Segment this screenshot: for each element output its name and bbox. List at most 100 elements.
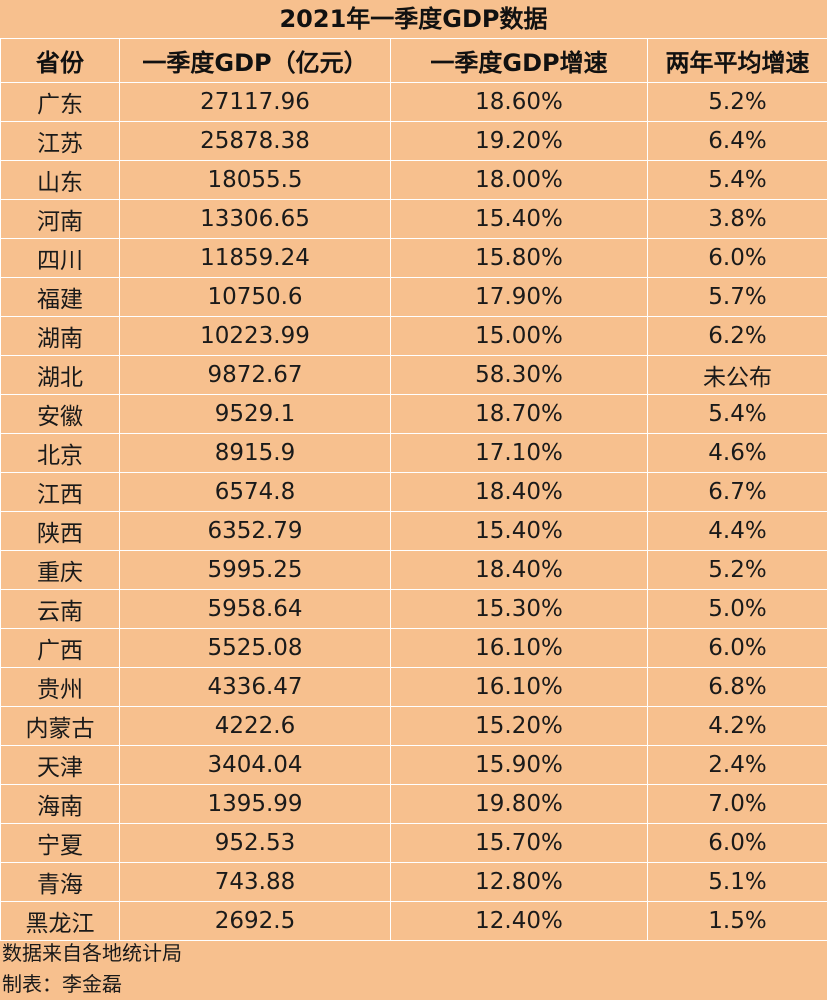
two-year-growth-cell: 1.5% xyxy=(647,901,827,941)
gdp-cell: 10750.6 xyxy=(119,277,391,317)
growth-cell: 58.30% xyxy=(390,355,648,395)
gdp-cell: 11859.24 xyxy=(119,238,391,278)
gdp-cell: 9529.1 xyxy=(119,394,391,434)
table-row: 天津 3404.04 15.90% 2.4% xyxy=(0,745,827,785)
table-row: 广东 27117.96 18.60% 5.2% xyxy=(0,82,827,122)
two-year-growth-cell: 5.2% xyxy=(647,82,827,122)
column-header-growth: 一季度GDP增速 xyxy=(390,38,648,83)
author-note: 制表：李金磊 xyxy=(2,972,122,996)
table-row: 湖北 9872.67 58.30% 未公布 xyxy=(0,355,827,395)
growth-cell: 15.40% xyxy=(390,511,648,551)
province-cell: 重庆 xyxy=(0,550,120,590)
table-row: 江西 6574.8 18.40% 6.7% xyxy=(0,472,827,512)
header-row: 省份 一季度GDP（亿元） 一季度GDP增速 两年平均增速 xyxy=(0,38,827,83)
table-row: 青海 743.88 12.80% 5.1% xyxy=(0,862,827,902)
gdp-cell: 952.53 xyxy=(119,823,391,863)
table-title: 2021年一季度GDP数据 xyxy=(279,5,548,33)
growth-cell: 15.80% xyxy=(390,238,648,278)
gdp-cell: 5958.64 xyxy=(119,589,391,629)
province-cell: 广西 xyxy=(0,628,120,668)
two-year-growth-cell: 6.7% xyxy=(647,472,827,512)
growth-cell: 15.90% xyxy=(390,745,648,785)
two-year-growth-cell: 6.0% xyxy=(647,823,827,863)
growth-cell: 18.70% xyxy=(390,394,648,434)
two-year-growth-cell: 3.8% xyxy=(647,199,827,239)
table-row: 宁夏 952.53 15.70% 6.0% xyxy=(0,823,827,863)
table-row: 安徽 9529.1 18.70% 5.4% xyxy=(0,394,827,434)
table-row: 内蒙古 4222.6 15.20% 4.2% xyxy=(0,706,827,746)
table-body: 广东 27117.96 18.60% 5.2% 江苏 25878.38 19.20% 6.4%… xyxy=(0,82,827,941)
table-row: 云南 5958.64 15.30% 5.0% xyxy=(0,589,827,629)
source-note: 数据来自各地统计局 xyxy=(2,941,182,965)
gdp-cell: 6574.8 xyxy=(119,472,391,512)
table-row: 北京 8915.9 17.10% 4.6% xyxy=(0,433,827,473)
two-year-growth-cell: 4.6% xyxy=(647,433,827,473)
two-year-growth-cell: 5.2% xyxy=(647,550,827,590)
growth-cell: 12.40% xyxy=(390,901,648,941)
province-cell: 福建 xyxy=(0,277,120,317)
growth-cell: 15.20% xyxy=(390,706,648,746)
two-year-growth-cell: 未公布 xyxy=(647,355,827,395)
two-year-growth-cell: 5.0% xyxy=(647,589,827,629)
column-header-two-year-growth: 两年平均增速 xyxy=(647,38,827,83)
province-cell: 湖南 xyxy=(0,316,120,356)
two-year-growth-cell: 5.4% xyxy=(647,160,827,200)
two-year-growth-cell: 4.2% xyxy=(647,706,827,746)
gdp-cell: 743.88 xyxy=(119,862,391,902)
two-year-growth-cell: 6.0% xyxy=(647,628,827,668)
table-row: 贵州 4336.47 16.10% 6.8% xyxy=(0,667,827,707)
table-row: 黑龙江 2692.5 12.40% 1.5% xyxy=(0,901,827,941)
table-row: 陕西 6352.79 15.40% 4.4% xyxy=(0,511,827,551)
growth-cell: 19.20% xyxy=(390,121,648,161)
two-year-growth-cell: 6.0% xyxy=(647,238,827,278)
province-cell: 广东 xyxy=(0,82,120,122)
column-header-gdp: 一季度GDP（亿元） xyxy=(119,38,391,83)
gdp-cell: 9872.67 xyxy=(119,355,391,395)
gdp-cell: 3404.04 xyxy=(119,745,391,785)
province-cell: 北京 xyxy=(0,433,120,473)
two-year-growth-cell: 7.0% xyxy=(647,784,827,824)
growth-cell: 16.10% xyxy=(390,628,648,668)
gdp-cell: 10223.99 xyxy=(119,316,391,356)
province-cell: 四川 xyxy=(0,238,120,278)
two-year-growth-cell: 4.4% xyxy=(647,511,827,551)
two-year-growth-cell: 2.4% xyxy=(647,745,827,785)
table-row: 四川 11859.24 15.80% 6.0% xyxy=(0,238,827,278)
province-cell: 江西 xyxy=(0,472,120,512)
gdp-cell: 25878.38 xyxy=(119,121,391,161)
province-cell: 宁夏 xyxy=(0,823,120,863)
growth-cell: 15.40% xyxy=(390,199,648,239)
growth-cell: 16.10% xyxy=(390,667,648,707)
growth-cell: 15.30% xyxy=(390,589,648,629)
gdp-cell: 5995.25 xyxy=(119,550,391,590)
gdp-cell: 4336.47 xyxy=(119,667,391,707)
gdp-cell: 18055.5 xyxy=(119,160,391,200)
gdp-cell: 8915.9 xyxy=(119,433,391,473)
gdp-table: 省份 一季度GDP（亿元） 一季度GDP增速 两年平均增速 广东 27117.96… xyxy=(0,38,827,941)
growth-cell: 12.80% xyxy=(390,862,648,902)
two-year-growth-cell: 6.8% xyxy=(647,667,827,707)
table-row: 江苏 25878.38 19.20% 6.4% xyxy=(0,121,827,161)
growth-cell: 19.80% xyxy=(390,784,648,824)
province-cell: 陕西 xyxy=(0,511,120,551)
growth-cell: 15.00% xyxy=(390,316,648,356)
table-row: 海南 1395.99 19.80% 7.0% xyxy=(0,784,827,824)
gdp-cell: 27117.96 xyxy=(119,82,391,122)
table-row: 湖南 10223.99 15.00% 6.2% xyxy=(0,316,827,356)
province-cell: 安徽 xyxy=(0,394,120,434)
two-year-growth-cell: 6.2% xyxy=(647,316,827,356)
table-row: 福建 10750.6 17.90% 5.7% xyxy=(0,277,827,317)
two-year-growth-cell: 5.1% xyxy=(647,862,827,902)
growth-cell: 18.40% xyxy=(390,550,648,590)
two-year-growth-cell: 5.7% xyxy=(647,277,827,317)
gdp-cell: 6352.79 xyxy=(119,511,391,551)
gdp-cell: 5525.08 xyxy=(119,628,391,668)
province-cell: 天津 xyxy=(0,745,120,785)
province-cell: 湖北 xyxy=(0,355,120,395)
province-cell: 黑龙江 xyxy=(0,901,120,941)
table-row: 山东 18055.5 18.00% 5.4% xyxy=(0,160,827,200)
province-cell: 青海 xyxy=(0,862,120,902)
growth-cell: 18.40% xyxy=(390,472,648,512)
province-cell: 云南 xyxy=(0,589,120,629)
province-cell: 海南 xyxy=(0,784,120,824)
